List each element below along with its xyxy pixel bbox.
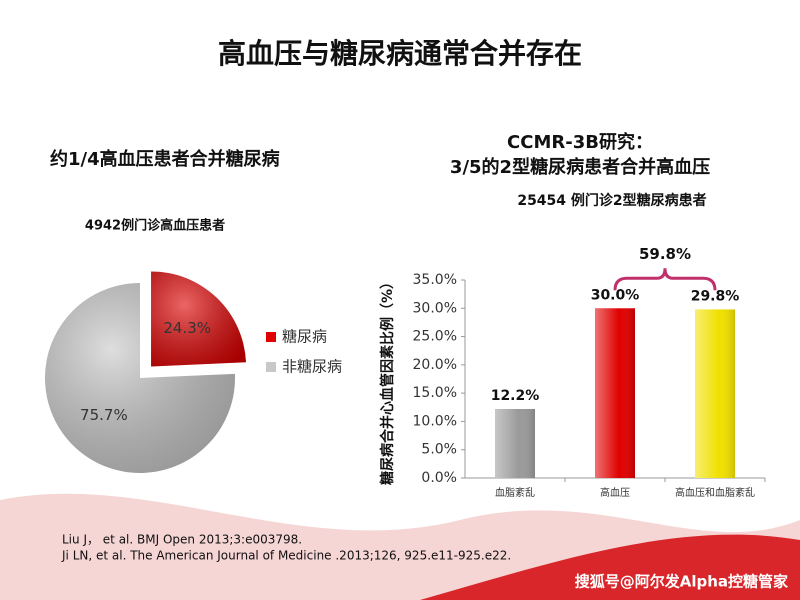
pie-subtitle: 4942例门诊高血压患者	[85, 218, 225, 234]
bar-title: 3/5的2型糖尿病患者合并高血压	[450, 156, 710, 178]
x-tick-label: 高血压	[600, 486, 630, 499]
y-tick-label: 0.0%	[421, 470, 457, 486]
bar-title: CCMR-3B研究：	[507, 131, 653, 153]
x-tick-label: 血脂紊乱	[495, 486, 535, 499]
reference: Ji LN, et al. The American Journal of Me…	[61, 549, 511, 563]
bracket	[613, 268, 717, 291]
pie-shade	[151, 271, 246, 367]
ribbon	[420, 534, 800, 600]
y-tick-label: 25.0%	[413, 329, 457, 345]
y-tick-label: 20.0%	[413, 357, 457, 373]
legend-swatch	[266, 332, 276, 342]
y-axis-label: 糖尿病合并心血管因素比例（%）	[379, 275, 396, 485]
data-label: 12.2%	[491, 388, 540, 404]
slide-title: 高血压与糖尿病通常合并存在	[218, 37, 582, 70]
y-tick-label: 5.0%	[421, 442, 457, 458]
y-tick-label: 30.0%	[413, 300, 457, 316]
bar-shade	[495, 408, 535, 478]
legend-swatch	[266, 362, 276, 372]
data-label: 29.8%	[691, 288, 740, 304]
bar-subtitle: 25454 例门诊2型糖尿病患者	[517, 192, 706, 209]
pie-shade	[45, 283, 235, 473]
legend-label: 糖尿病	[282, 328, 327, 346]
reference: Liu J， et al. BMJ Open 2013;3:e003798.	[62, 533, 302, 547]
watermark: 搜狐号@阿尔发Alpha控糖管家	[575, 573, 788, 591]
y-tick-label: 10.0%	[413, 413, 457, 429]
data-label: 24.3%	[163, 319, 211, 337]
y-tick-label: 15.0%	[413, 385, 457, 401]
bar-shade	[695, 309, 735, 478]
pie-title: 约1/4高血压患者合并糖尿病	[50, 148, 280, 170]
x-tick-label: 高血压和血脂紊乱	[675, 486, 755, 499]
annotation: 59.8%	[639, 245, 691, 263]
bar-shade	[595, 308, 635, 478]
legend-label: 非糖尿病	[282, 358, 342, 376]
y-tick-label: 35.0%	[413, 272, 457, 288]
data-label: 75.7%	[80, 406, 128, 424]
data-label: 30.0%	[591, 287, 640, 303]
